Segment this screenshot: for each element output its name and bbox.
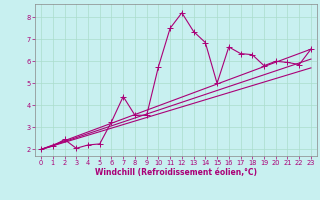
X-axis label: Windchill (Refroidissement éolien,°C): Windchill (Refroidissement éolien,°C) xyxy=(95,168,257,177)
